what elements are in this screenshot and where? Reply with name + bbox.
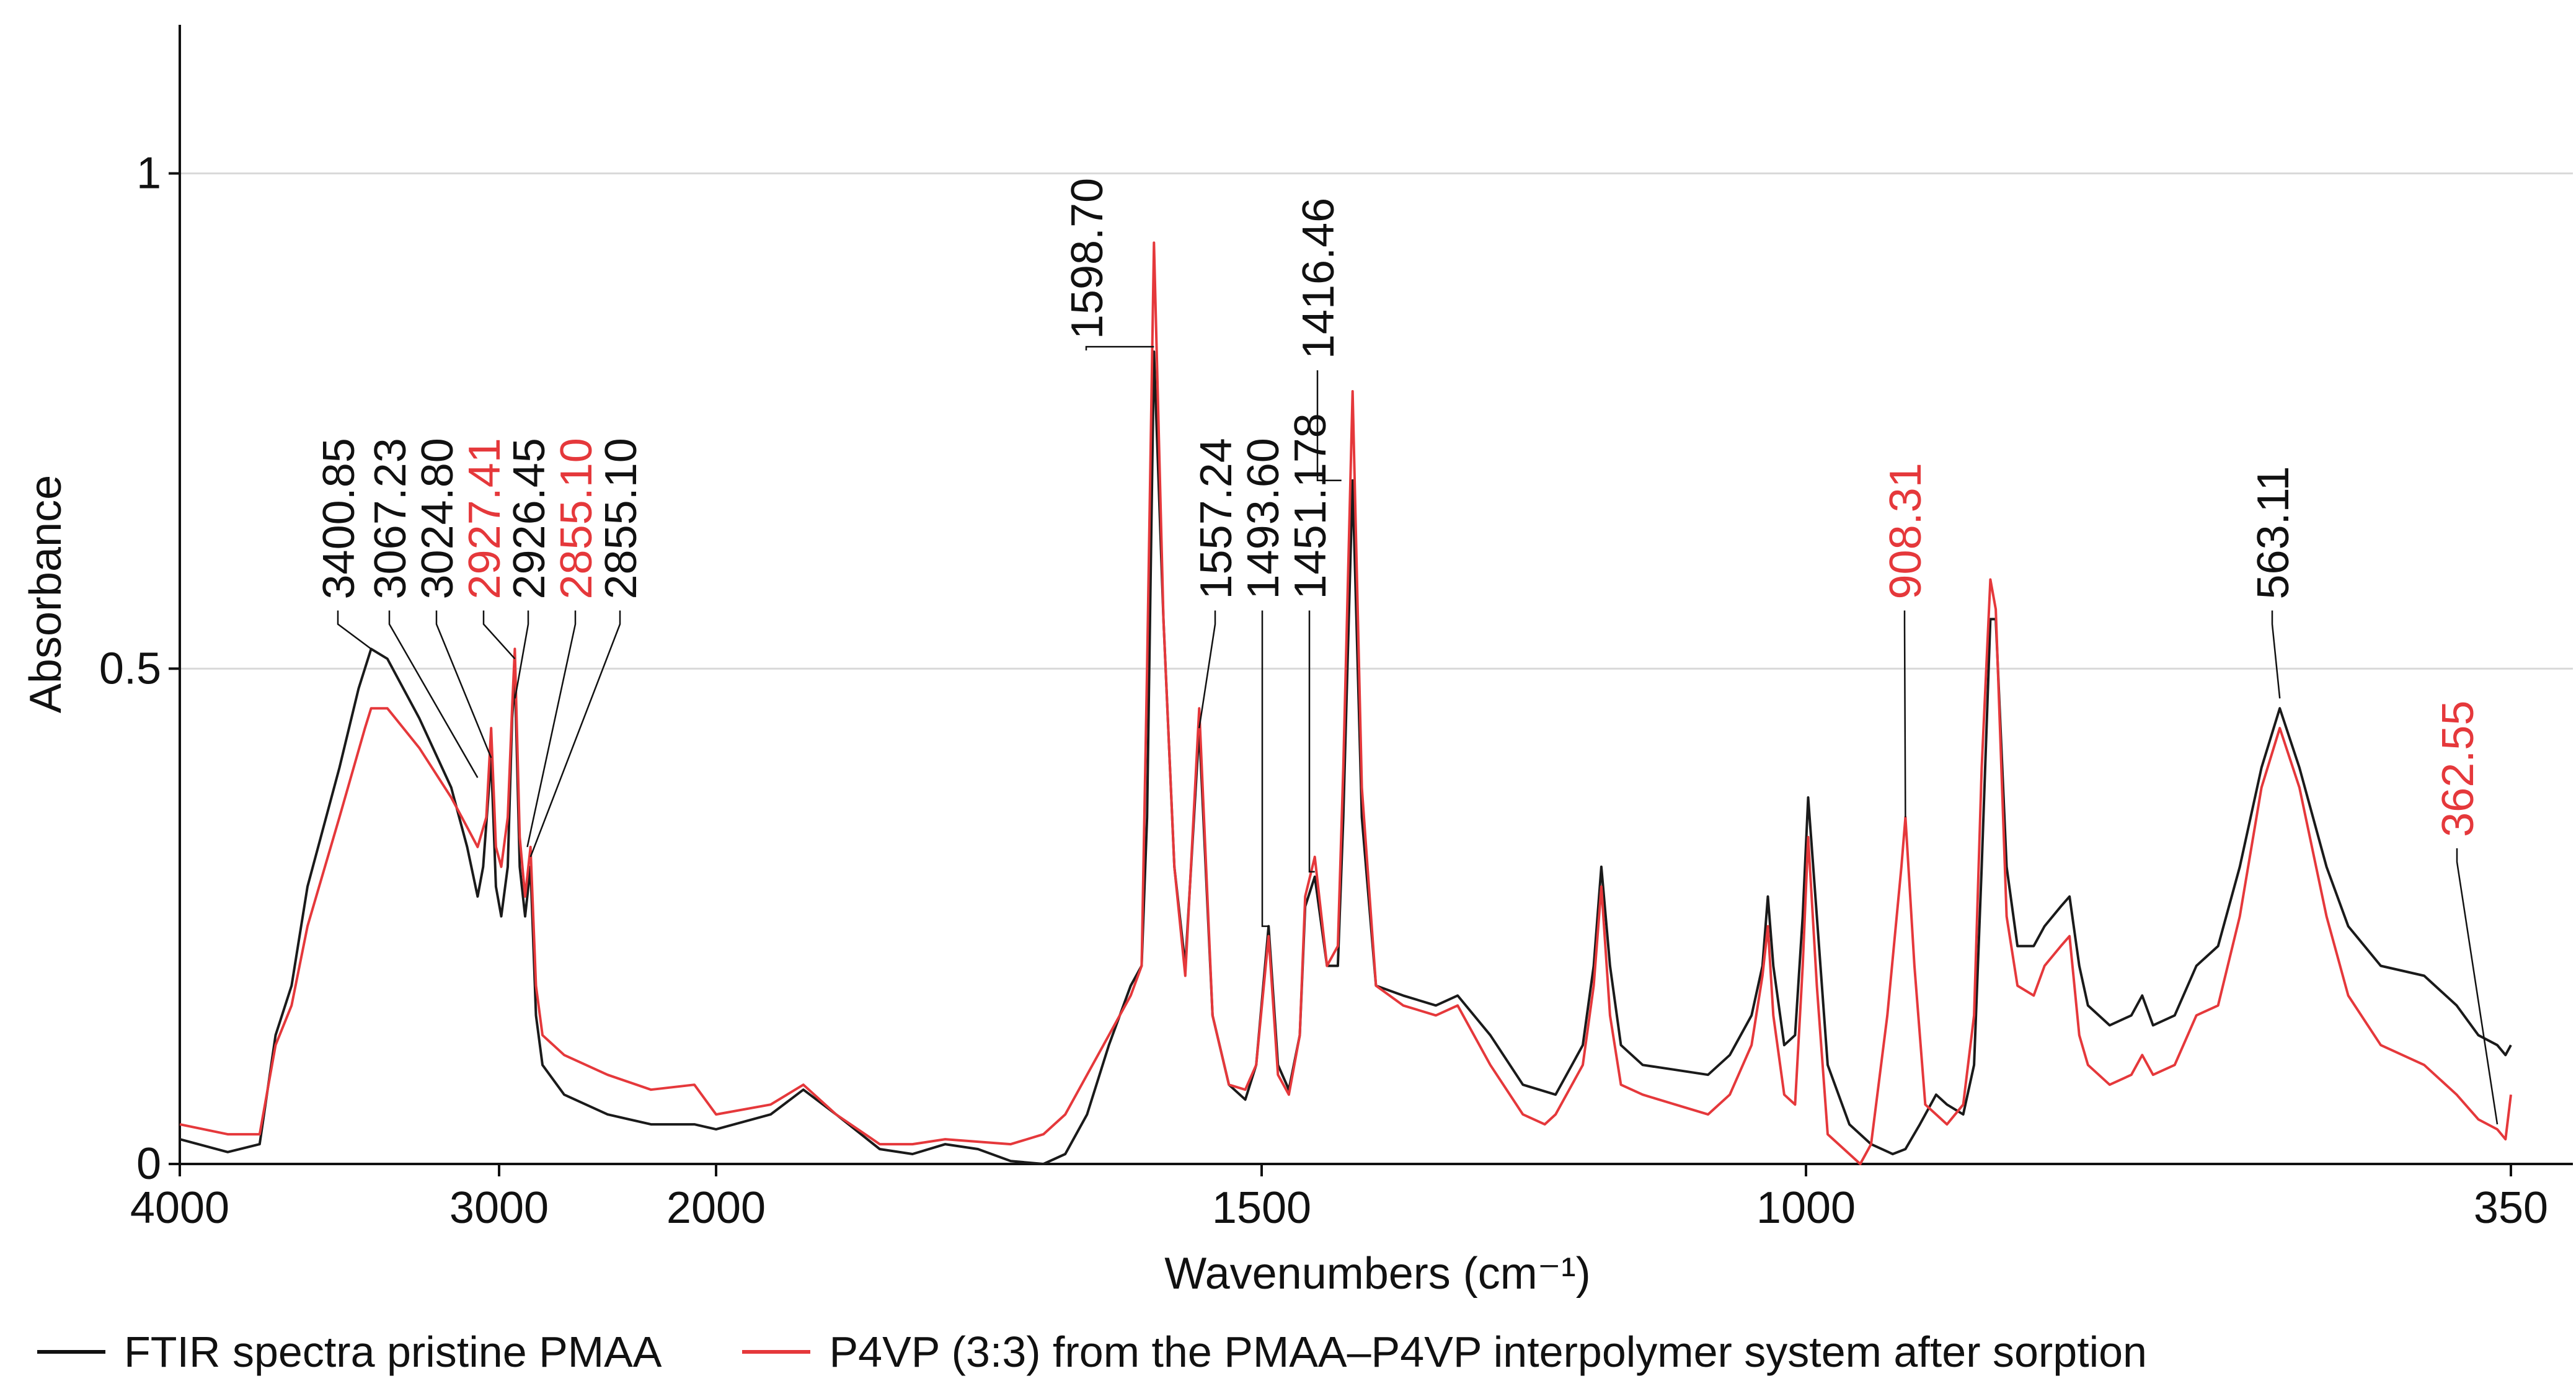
series-group <box>179 241 2512 1165</box>
leader-line <box>388 610 479 778</box>
x-tick-label: 4000 <box>130 1183 229 1233</box>
peak-label: 1598.70 <box>1063 178 1112 339</box>
legend-swatch-p4vp <box>742 1350 811 1354</box>
peak-label: 1416.46 <box>1294 198 1343 359</box>
x-tick-label: 2000 <box>666 1183 766 1233</box>
series-line-p4vp <box>179 241 2512 1165</box>
x-tick-label: 1500 <box>1212 1183 1311 1233</box>
peak-label: 1493.60 <box>1239 438 1288 599</box>
x-tick-label: 350 <box>2474 1183 2548 1233</box>
legend-label-p4vp: P4VP (3:3) from the PMAA–P4VP interpolym… <box>829 1328 2147 1376</box>
legend-label-pmaa: FTIR spectra pristine PMAA <box>124 1328 662 1376</box>
leader-line <box>1308 610 1315 873</box>
leader-line <box>1261 610 1269 927</box>
leader-line <box>1316 370 1342 482</box>
leader-line <box>337 610 372 650</box>
peak-label: 362.55 <box>2433 701 2483 837</box>
peak-label: 3024.80 <box>413 438 463 599</box>
x-tick-label: 1000 <box>1756 1183 1856 1233</box>
x-axis-title: Wavenumbers (cm⁻¹) <box>1164 1249 1590 1299</box>
leader-line <box>1198 610 1216 729</box>
leader-line <box>2456 848 2499 1125</box>
peak-label: 2855.10 <box>596 438 646 599</box>
legend-swatch-pmaa <box>37 1350 105 1354</box>
y-tick-label: 0 <box>136 1139 161 1189</box>
peak-label: 2926.45 <box>505 438 554 599</box>
y-tick-label: 1 <box>136 149 161 198</box>
legend-item-p4vp: P4VP (3:3) from the PMAA–P4VP interpolym… <box>742 1327 2147 1377</box>
y-axis-title: Absorbance <box>21 475 71 713</box>
leader-line <box>526 610 577 848</box>
peak-label: 908.31 <box>1881 463 1931 599</box>
peak-label: 3400.85 <box>314 438 364 599</box>
peak-label: 563.11 <box>2249 466 2298 600</box>
axes: 0 0.5 1 4000 3000 2000 1500 1000 350 <box>99 25 2573 1233</box>
x-tick-label: 3000 <box>449 1183 549 1233</box>
leader-line <box>482 610 516 660</box>
peak-label: 2855.10 <box>552 438 601 599</box>
legend-item-pmaa: FTIR spectra pristine PMAA <box>37 1327 662 1377</box>
leader-line <box>514 610 529 699</box>
peak-label: 3067.23 <box>366 438 415 599</box>
peak-label: 1557.24 <box>1192 438 1241 599</box>
legend: FTIR spectra pristine PMAA P4VP (3:3) fr… <box>37 1321 2517 1383</box>
peak-label: 1451.178 <box>1286 413 1335 599</box>
leader-line <box>529 610 621 858</box>
grid-lines <box>180 172 2573 670</box>
leader-line <box>435 610 492 758</box>
y-tick-label: 0.5 <box>99 644 161 693</box>
peak-annotations: 3400.85 3067.233024.802927.412926.452855.… <box>314 178 2499 1125</box>
peak-label: 2927.41 <box>460 438 510 599</box>
leader-line <box>2271 610 2281 699</box>
leader-line <box>1085 345 1154 351</box>
